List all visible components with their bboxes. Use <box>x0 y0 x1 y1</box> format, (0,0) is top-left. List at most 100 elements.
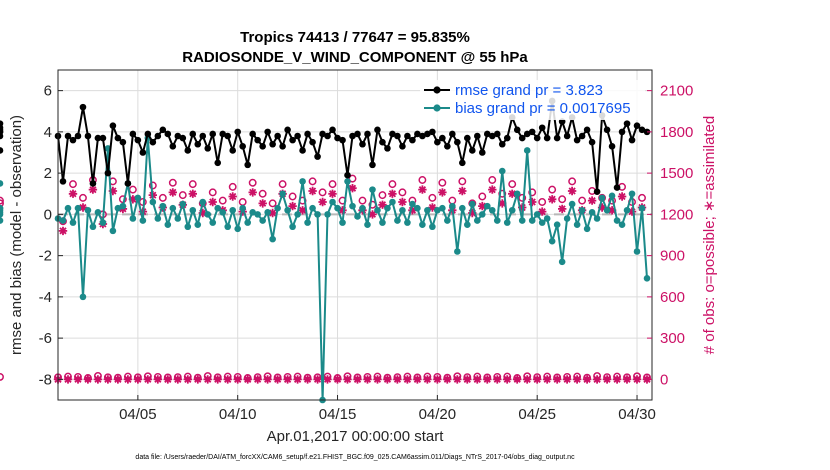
assimilated-marker <box>213 375 222 384</box>
assimilated-marker <box>493 375 502 384</box>
assimilated-marker <box>103 375 113 384</box>
assimilated-marker <box>393 375 402 384</box>
bias-point <box>64 204 72 212</box>
y-tick-label: -6 <box>39 330 52 347</box>
bias-point <box>503 219 511 226</box>
assimilated-marker <box>223 375 232 384</box>
bias-point <box>593 215 601 222</box>
y-tick-label: -8 <box>39 371 52 388</box>
bias-point <box>354 213 361 220</box>
rmse-point <box>164 130 172 138</box>
assimilated-marker <box>233 375 242 384</box>
rmse-point <box>159 126 167 134</box>
bias-point <box>533 211 541 218</box>
rmse-point <box>299 147 306 154</box>
bias-point <box>114 204 122 212</box>
bias-point <box>0 217 4 224</box>
assimilated-marker <box>388 189 397 198</box>
y2-tick-label: 0 <box>660 371 668 388</box>
assimilated-marker <box>368 210 377 219</box>
bias-point <box>164 221 172 228</box>
assimilated-marker <box>617 192 627 201</box>
assimilated-marker <box>582 375 592 384</box>
possible-marker <box>458 177 467 186</box>
rmse-point <box>294 132 301 140</box>
rmse-point <box>503 134 511 142</box>
bias-point <box>259 217 266 224</box>
rmse-point <box>119 138 127 146</box>
bias-point <box>633 248 641 255</box>
rmse-point <box>74 132 82 140</box>
rmse-point <box>409 136 416 144</box>
rmse-point <box>289 136 296 144</box>
chart-title: Tropics 74413 / 77647 = 95.835% <box>240 29 470 46</box>
bias-point <box>214 204 222 212</box>
bias-point <box>194 221 202 228</box>
rmse-point <box>533 134 541 142</box>
assimilated-marker <box>348 184 357 193</box>
bias-point <box>0 180 4 187</box>
legend: rmse grand pr = 3.823 bias grand pr = 0.… <box>420 80 645 120</box>
rmse-point <box>279 143 286 150</box>
assimilated-marker <box>73 375 83 384</box>
legend-bias-label: bias grand pr = 0.0017695 <box>455 100 631 117</box>
bias-point <box>618 221 626 228</box>
y2-tick-label: 2100 <box>660 83 693 100</box>
assimilated-marker <box>173 375 182 384</box>
bias-point <box>429 223 436 231</box>
rmse-point <box>94 134 102 142</box>
assimilated-marker <box>528 197 537 207</box>
rmse-point <box>199 132 207 140</box>
possible-marker <box>418 176 427 184</box>
assimilated-marker <box>88 185 98 194</box>
rmse-point <box>134 136 142 144</box>
x-tick-label: 04/05 <box>119 406 157 423</box>
x-axis-label: Apr.01,2017 00:00:00 start <box>267 428 445 445</box>
plot-frame <box>57 69 653 401</box>
rmse-point <box>129 130 137 138</box>
bias-point <box>304 219 311 226</box>
legend-rmse-marker <box>433 86 441 94</box>
bias-point <box>469 200 476 208</box>
y2-tick-label: 900 <box>660 248 685 265</box>
rmse-point <box>623 120 631 127</box>
bias-point <box>523 147 531 154</box>
bias-point <box>109 227 117 235</box>
series-bias <box>0 134 651 404</box>
rmse-point <box>419 132 426 140</box>
bias-point <box>483 202 491 210</box>
assimilated-marker <box>468 208 477 218</box>
rmse-point <box>104 169 112 177</box>
bias-point <box>79 293 87 301</box>
assimilated-marker <box>513 375 522 384</box>
assimilated-marker <box>607 206 617 215</box>
bias-point <box>538 219 546 226</box>
assimilated-marker <box>533 375 542 384</box>
assimilated-marker <box>622 375 632 384</box>
bias-point <box>339 219 346 226</box>
bias-point <box>264 209 271 216</box>
bias-point <box>189 206 197 214</box>
rmse-point <box>394 132 401 140</box>
bias-point <box>399 206 406 214</box>
assimilated-marker <box>108 186 118 196</box>
bias-point <box>119 202 127 210</box>
bias-point <box>404 219 411 226</box>
assimilated-marker <box>313 375 322 384</box>
data-file-footnote: data file: /Users/raeder/DAI/ATM_forcXX/… <box>135 454 575 461</box>
possible-marker <box>478 192 487 201</box>
rmse-point <box>588 138 596 146</box>
assimilated-marker <box>248 188 257 197</box>
assimilated-marker <box>188 189 197 198</box>
bias-point <box>379 219 386 226</box>
assimilated-marker <box>183 375 192 384</box>
y-tick-label: -2 <box>39 248 52 265</box>
bias-point <box>449 202 456 210</box>
rmse-point <box>478 149 486 156</box>
assimilated-marker <box>353 375 362 384</box>
x-tick-label: 04/15 <box>319 406 357 423</box>
legend-bias-marker <box>433 104 441 112</box>
rmse-point <box>424 130 431 138</box>
bias-point <box>414 204 421 212</box>
rmse-point <box>429 128 436 136</box>
